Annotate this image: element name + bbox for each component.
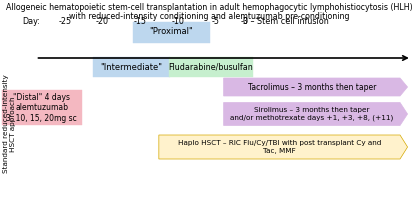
Text: Standard reduced-intensity
HSCT approach: Standard reduced-intensity HSCT approach (3, 75, 16, 173)
Text: -20: -20 (96, 17, 109, 25)
Text: Tacrolimus – 3 months then taper: Tacrolimus – 3 months then taper (247, 83, 376, 92)
FancyBboxPatch shape (133, 21, 210, 43)
Text: -25: -25 (58, 17, 71, 25)
Text: "Proximal": "Proximal" (150, 27, 193, 36)
Polygon shape (159, 135, 408, 159)
Text: Allogeneic hematopoietic stem-cell transplantation in adult hemophagocytic lymph: Allogeneic hematopoietic stem-cell trans… (6, 3, 412, 12)
Text: with reduced-intensity conditioning and alemtuzumab pre-conditioning: with reduced-intensity conditioning and … (69, 12, 349, 21)
FancyBboxPatch shape (93, 56, 170, 77)
Polygon shape (224, 102, 408, 126)
Text: Day:: Day: (23, 17, 40, 25)
Text: "Distal" 4 days
alemtuzumab
3, 10, 15, 20mg sc: "Distal" 4 days alemtuzumab 3, 10, 15, 2… (6, 93, 77, 123)
Text: Sirolimus – 3 months then taper
and/or methotrexate days +1, +3, +8, (+11): Sirolimus – 3 months then taper and/or m… (230, 107, 393, 121)
Text: -10: -10 (171, 17, 184, 25)
FancyBboxPatch shape (169, 56, 253, 77)
FancyBboxPatch shape (2, 90, 82, 126)
Text: -15: -15 (133, 17, 147, 25)
Text: Haplo HSCT – RIC Flu/Cy/TBI with post transplant Cy and
Tac, MMF: Haplo HSCT – RIC Flu/Cy/TBI with post tr… (178, 140, 381, 154)
Text: Fludarabine/busulfan: Fludarabine/busulfan (169, 62, 253, 72)
Text: 0 – Stem cell infusion: 0 – Stem cell infusion (243, 17, 329, 25)
Text: -5: -5 (211, 17, 219, 25)
Polygon shape (224, 78, 408, 96)
Text: -3: -3 (241, 17, 248, 25)
Text: "Intermediate": "Intermediate" (101, 62, 163, 72)
